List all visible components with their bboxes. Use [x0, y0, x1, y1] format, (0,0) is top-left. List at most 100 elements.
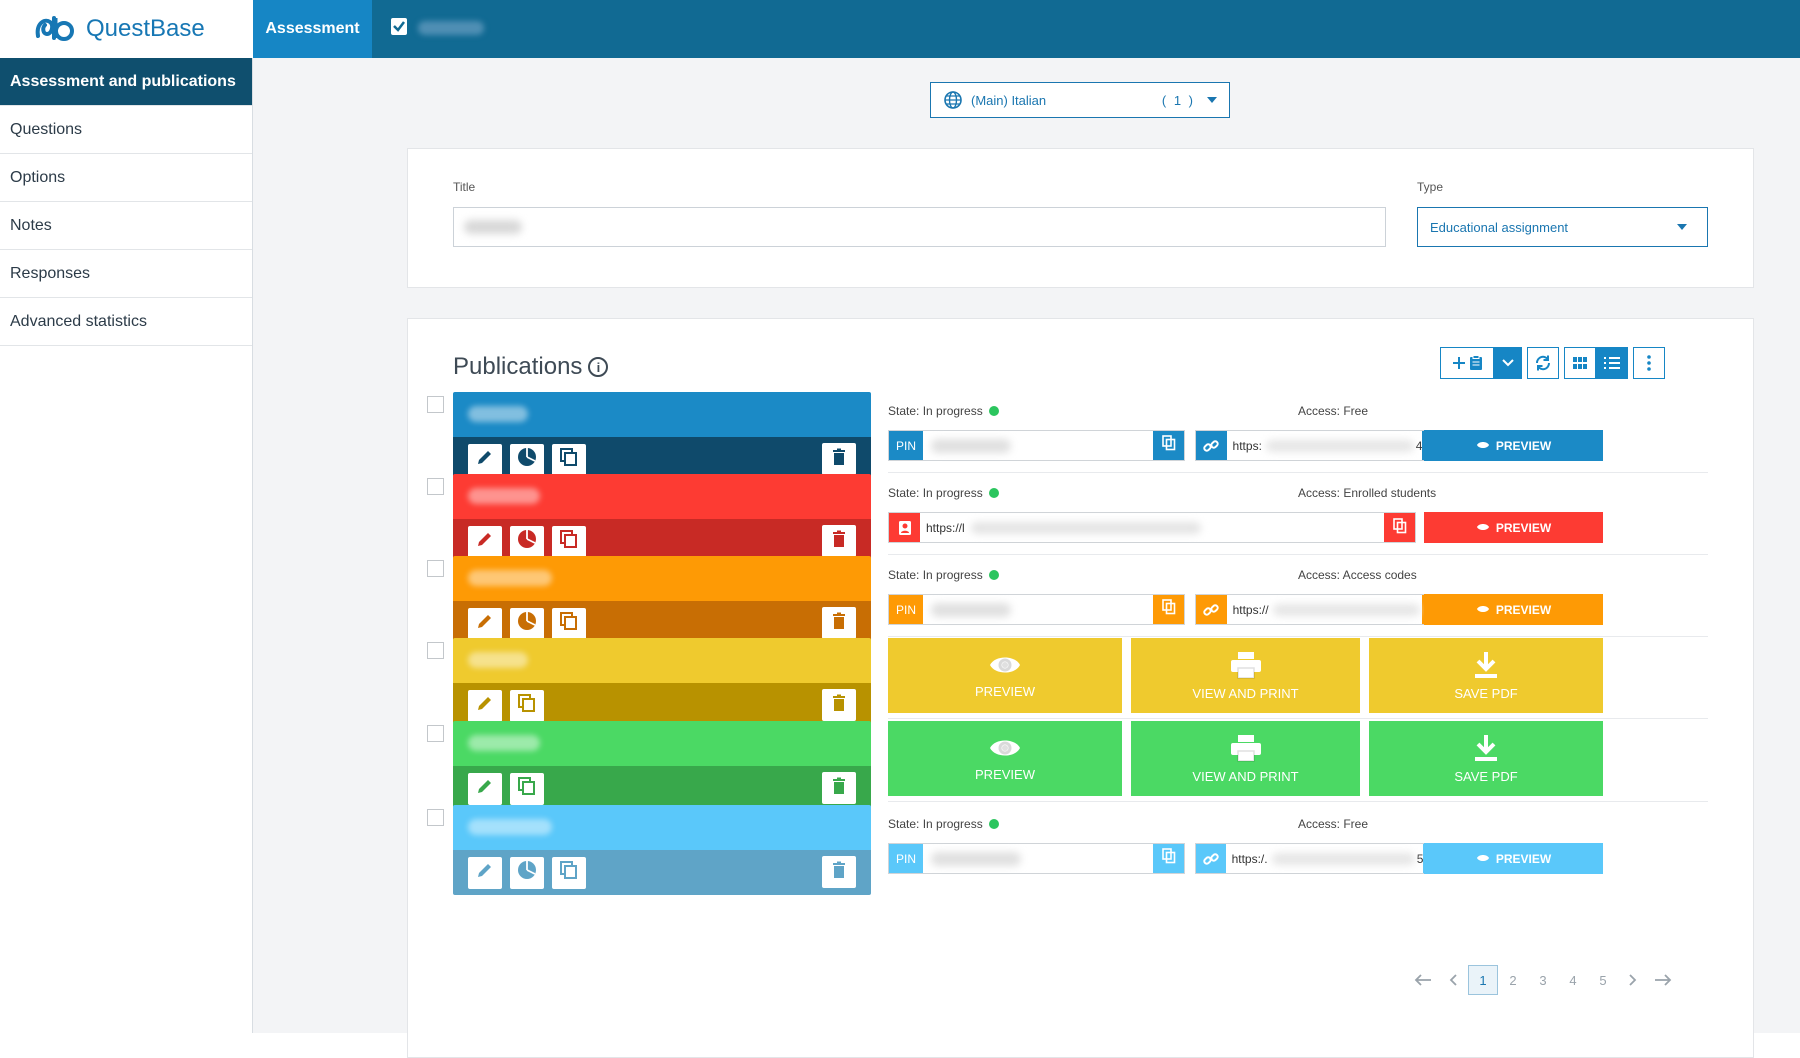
next-page-button[interactable] — [1618, 965, 1648, 995]
link-field[interactable]: https:// — [1195, 594, 1454, 625]
delete-button[interactable] — [822, 689, 856, 721]
list-view-button[interactable] — [1596, 347, 1628, 379]
page-5[interactable]: 5 — [1599, 972, 1607, 988]
assessment-form: Title Type Educational assignment — [407, 148, 1754, 288]
type-value: Educational assignment — [1430, 219, 1569, 235]
link-field[interactable]: https: 4 — [1195, 430, 1454, 461]
page-3[interactable]: 3 — [1539, 972, 1547, 988]
page-1[interactable]: 1 — [1468, 965, 1498, 995]
logo[interactable]: QuestBase — [0, 0, 253, 58]
copy-link-button[interactable] — [1384, 513, 1415, 542]
row-checkbox[interactable] — [427, 725, 444, 742]
row-checkbox[interactable] — [427, 396, 444, 413]
copy-pin-button[interactable] — [1153, 844, 1184, 873]
duplicate-button[interactable] — [510, 689, 544, 722]
publication-card-header[interactable] — [453, 474, 871, 519]
edit-button[interactable] — [468, 856, 502, 889]
tab-redacted[interactable] — [418, 21, 484, 35]
publication-card-header[interactable] — [453, 392, 871, 437]
list-icon — [1604, 357, 1620, 369]
preview-button[interactable]: PREVIEW — [888, 638, 1122, 713]
grid-view-button[interactable] — [1564, 347, 1596, 379]
view-and-print-button[interactable]: VIEW AND PRINT — [1131, 721, 1360, 796]
preview-button[interactable]: PREVIEW — [1424, 594, 1603, 625]
clipboard-check-icon[interactable] — [389, 16, 409, 36]
more-options-button[interactable] — [1633, 347, 1665, 379]
pin-field[interactable]: PIN — [888, 430, 1185, 461]
first-page-button[interactable] — [1408, 965, 1438, 995]
state-label: State: In progress — [888, 486, 983, 500]
page-2[interactable]: 2 — [1509, 972, 1517, 988]
delete-button[interactable] — [822, 443, 856, 475]
sidebar-item-advanced-statistics[interactable]: Advanced statistics — [0, 298, 252, 346]
publication-card-header[interactable] — [453, 805, 871, 850]
link-url: https:// — [1232, 602, 1269, 617]
refresh-button[interactable] — [1527, 347, 1559, 379]
row-checkbox[interactable] — [427, 478, 444, 495]
sidebar-item-options[interactable]: Options — [0, 154, 252, 202]
preview-button[interactable]: PREVIEW — [1424, 512, 1603, 543]
save-pdf-button[interactable]: SAVE PDF — [1369, 638, 1603, 713]
edit-button[interactable] — [468, 525, 502, 558]
publication-card[interactable] — [453, 805, 871, 895]
add-publication-button[interactable] — [1440, 347, 1494, 379]
type-select[interactable]: Educational assignment — [1417, 207, 1708, 247]
delete-button[interactable] — [822, 856, 856, 888]
publication-card[interactable] — [453, 721, 871, 811]
edit-button[interactable] — [468, 772, 502, 805]
duplicate-button[interactable] — [552, 443, 586, 476]
duplicate-button[interactable] — [552, 856, 586, 889]
delete-button[interactable] — [822, 607, 856, 639]
tab-assessment[interactable]: Assessment — [253, 0, 372, 58]
pin-field[interactable]: PIN — [888, 843, 1185, 874]
title-input[interactable] — [453, 207, 1386, 247]
publication-card[interactable] — [453, 392, 871, 482]
publication-card[interactable] — [453, 474, 871, 564]
row-checkbox[interactable] — [427, 560, 444, 577]
edit-button[interactable] — [468, 689, 502, 722]
add-options-dropdown[interactable] — [1494, 347, 1522, 379]
edit-button[interactable] — [468, 607, 502, 640]
preview-button[interactable]: PREVIEW — [888, 721, 1122, 796]
save-pdf-button[interactable]: SAVE PDF — [1369, 721, 1603, 796]
prev-page-button[interactable] — [1438, 965, 1468, 995]
row-checkbox[interactable] — [427, 642, 444, 659]
page-4[interactable]: 4 — [1569, 972, 1577, 988]
statistics-button[interactable] — [510, 443, 544, 476]
sidebar-item-responses[interactable]: Responses — [0, 250, 252, 298]
preview-button[interactable]: PREVIEW — [1424, 843, 1603, 874]
statistics-button[interactable] — [510, 525, 544, 558]
delete-button[interactable] — [822, 525, 856, 557]
delete-button[interactable] — [822, 772, 856, 804]
link-url-tail: 5 — [1416, 851, 1424, 866]
duplicate-button[interactable] — [552, 607, 586, 640]
publication-card-header[interactable] — [453, 721, 871, 766]
publication-card[interactable] — [453, 556, 871, 646]
sidebar-item-assessment[interactable]: Assessment and publications — [0, 58, 252, 106]
sidebar-item-notes[interactable]: Notes — [0, 202, 252, 250]
duplicate-button[interactable] — [510, 772, 544, 805]
preview-button[interactable]: PREVIEW — [1424, 430, 1603, 461]
statistics-button[interactable] — [510, 607, 544, 640]
last-page-button[interactable] — [1648, 965, 1678, 995]
link-field[interactable]: https:/. 5 — [1195, 843, 1454, 874]
arrow-right-icon — [1655, 974, 1672, 986]
duplicate-button[interactable] — [552, 525, 586, 558]
publication-card-header[interactable] — [453, 638, 871, 683]
preview-label: PREVIEW — [1495, 520, 1552, 535]
edit-button[interactable] — [468, 443, 502, 476]
statistics-button[interactable] — [510, 856, 544, 889]
row-checkbox[interactable] — [427, 809, 444, 826]
copy-pin-button[interactable] — [1153, 595, 1184, 624]
chevron-right-icon — [1629, 974, 1637, 986]
publication-name-redacted — [468, 652, 528, 668]
sidebar-item-questions[interactable]: Questions — [0, 106, 252, 154]
publication-card-header[interactable] — [453, 556, 871, 601]
info-icon[interactable]: i — [588, 357, 609, 377]
copy-pin-button[interactable] — [1153, 431, 1184, 460]
publication-card[interactable] — [453, 638, 871, 728]
language-select[interactable]: (Main) Italian ( 1 ) — [930, 82, 1230, 118]
link-field[interactable]: https://l — [888, 512, 1416, 543]
pin-field[interactable]: PIN — [888, 594, 1185, 625]
view-and-print-button[interactable]: VIEW AND PRINT — [1131, 638, 1360, 713]
